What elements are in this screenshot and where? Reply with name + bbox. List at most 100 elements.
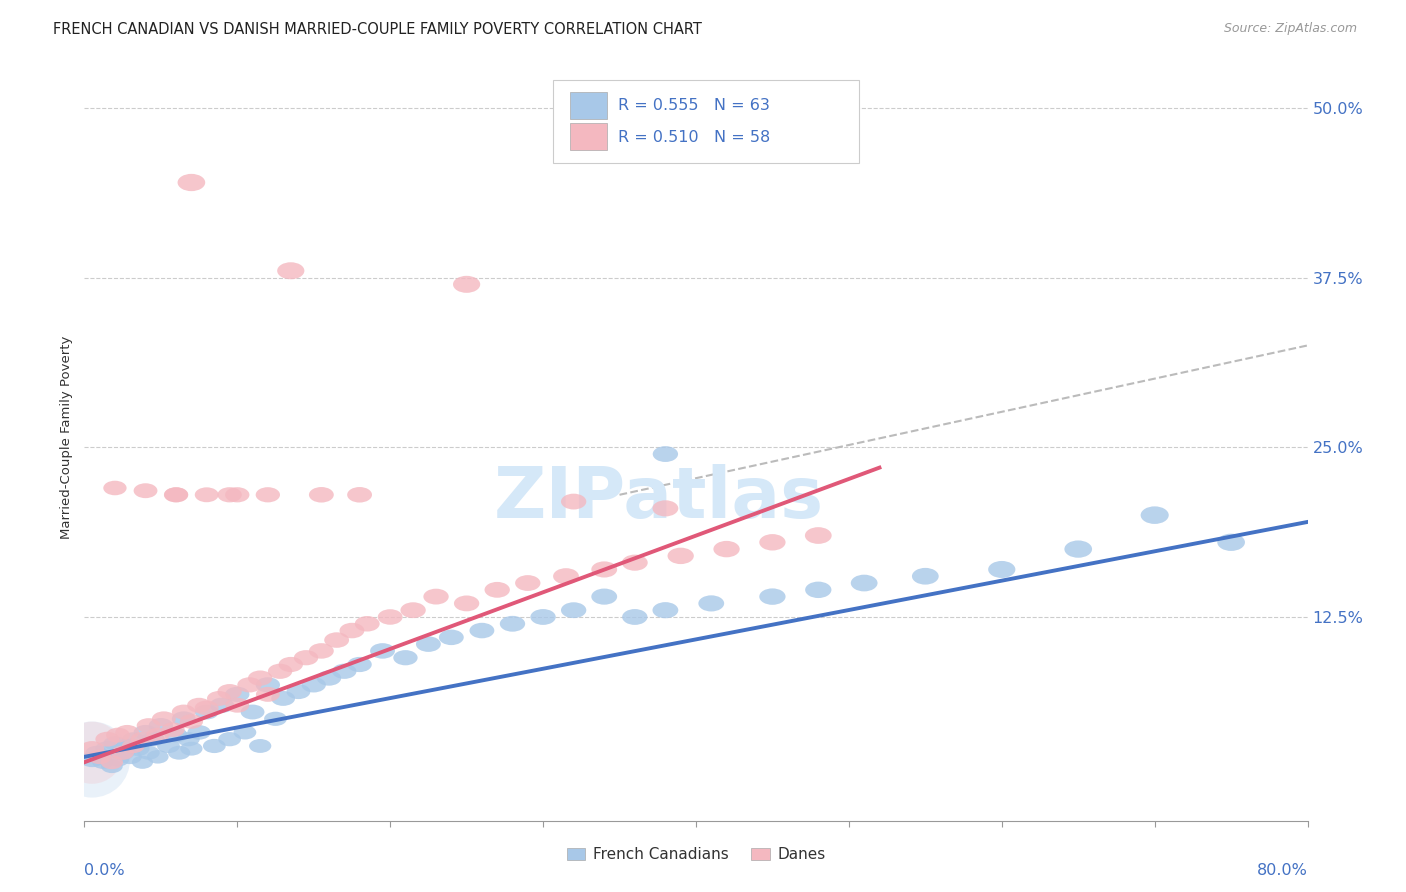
Point xyxy=(107,753,129,767)
Point xyxy=(271,691,294,706)
Point xyxy=(1143,508,1166,523)
Point xyxy=(295,650,318,665)
Point xyxy=(188,725,211,739)
Point xyxy=(516,576,538,591)
Point xyxy=(311,488,333,502)
Point xyxy=(89,749,111,764)
Point xyxy=(165,488,187,502)
Point xyxy=(257,678,280,692)
Point xyxy=(80,746,103,760)
Point xyxy=(131,756,153,770)
Point xyxy=(165,728,187,742)
Point xyxy=(562,494,585,508)
Point xyxy=(914,569,936,583)
Point xyxy=(122,739,145,753)
Point xyxy=(349,488,371,502)
Point xyxy=(456,277,478,292)
Text: R = 0.510   N = 58: R = 0.510 N = 58 xyxy=(617,129,770,145)
Point xyxy=(157,739,180,753)
Point xyxy=(107,728,129,742)
Point xyxy=(138,746,160,760)
Point xyxy=(101,756,124,770)
Point xyxy=(180,741,202,756)
Point xyxy=(146,728,169,742)
Point xyxy=(269,665,291,679)
Point xyxy=(380,610,402,624)
Point xyxy=(138,718,160,732)
Point xyxy=(402,603,425,617)
Point xyxy=(111,746,134,760)
Point xyxy=(425,590,447,604)
Point xyxy=(280,264,302,278)
Point xyxy=(153,712,176,726)
Point xyxy=(188,698,211,713)
Point xyxy=(807,582,830,597)
Point xyxy=(226,488,249,502)
Point xyxy=(115,739,138,753)
Point xyxy=(242,705,264,719)
Point xyxy=(257,488,280,502)
Point xyxy=(122,732,145,747)
Point xyxy=(991,562,1014,576)
Point xyxy=(96,732,118,747)
Y-axis label: Married-Couple Family Poverty: Married-Couple Family Poverty xyxy=(60,335,73,539)
Point xyxy=(89,749,111,764)
Point xyxy=(127,741,149,756)
Point xyxy=(280,657,302,672)
Point xyxy=(146,749,169,764)
Point xyxy=(593,562,616,576)
Point xyxy=(80,753,103,767)
Point xyxy=(716,542,738,557)
Point xyxy=(104,481,127,495)
Point xyxy=(180,714,202,729)
Point xyxy=(700,596,723,610)
Text: R = 0.555   N = 63: R = 0.555 N = 63 xyxy=(617,98,769,113)
Point xyxy=(233,725,256,739)
FancyBboxPatch shape xyxy=(553,80,859,163)
Point xyxy=(264,712,287,726)
Point xyxy=(101,759,124,773)
Point xyxy=(167,746,190,760)
Point xyxy=(180,176,202,190)
Point xyxy=(257,687,280,701)
Point xyxy=(486,582,509,597)
Point xyxy=(195,701,218,715)
Point xyxy=(654,447,676,461)
Point xyxy=(349,657,371,672)
Point xyxy=(238,678,260,692)
Point xyxy=(111,746,134,760)
FancyBboxPatch shape xyxy=(569,92,606,119)
Point xyxy=(195,705,218,719)
Point xyxy=(1067,542,1090,557)
Point xyxy=(249,671,271,685)
Point xyxy=(218,684,240,698)
Point xyxy=(202,739,225,753)
Point xyxy=(440,631,463,645)
Point xyxy=(624,610,647,624)
Point xyxy=(149,718,172,732)
Point xyxy=(173,705,195,719)
Point xyxy=(807,528,830,542)
Point xyxy=(135,483,157,498)
Point xyxy=(654,501,676,516)
Point xyxy=(394,650,416,665)
Point xyxy=(333,665,356,679)
Point xyxy=(208,691,231,706)
FancyBboxPatch shape xyxy=(569,123,606,150)
Point xyxy=(195,488,218,502)
Point xyxy=(287,684,309,698)
Point xyxy=(91,756,114,770)
Point xyxy=(104,736,127,750)
Point xyxy=(211,698,233,713)
Point xyxy=(135,725,157,739)
Point xyxy=(593,590,616,604)
Point xyxy=(318,671,340,685)
Point xyxy=(226,687,249,701)
Point xyxy=(654,603,676,617)
Point xyxy=(325,633,347,648)
Point xyxy=(120,749,142,764)
Point xyxy=(249,739,271,753)
Point xyxy=(853,576,876,591)
Point xyxy=(471,624,494,638)
Point xyxy=(531,610,554,624)
